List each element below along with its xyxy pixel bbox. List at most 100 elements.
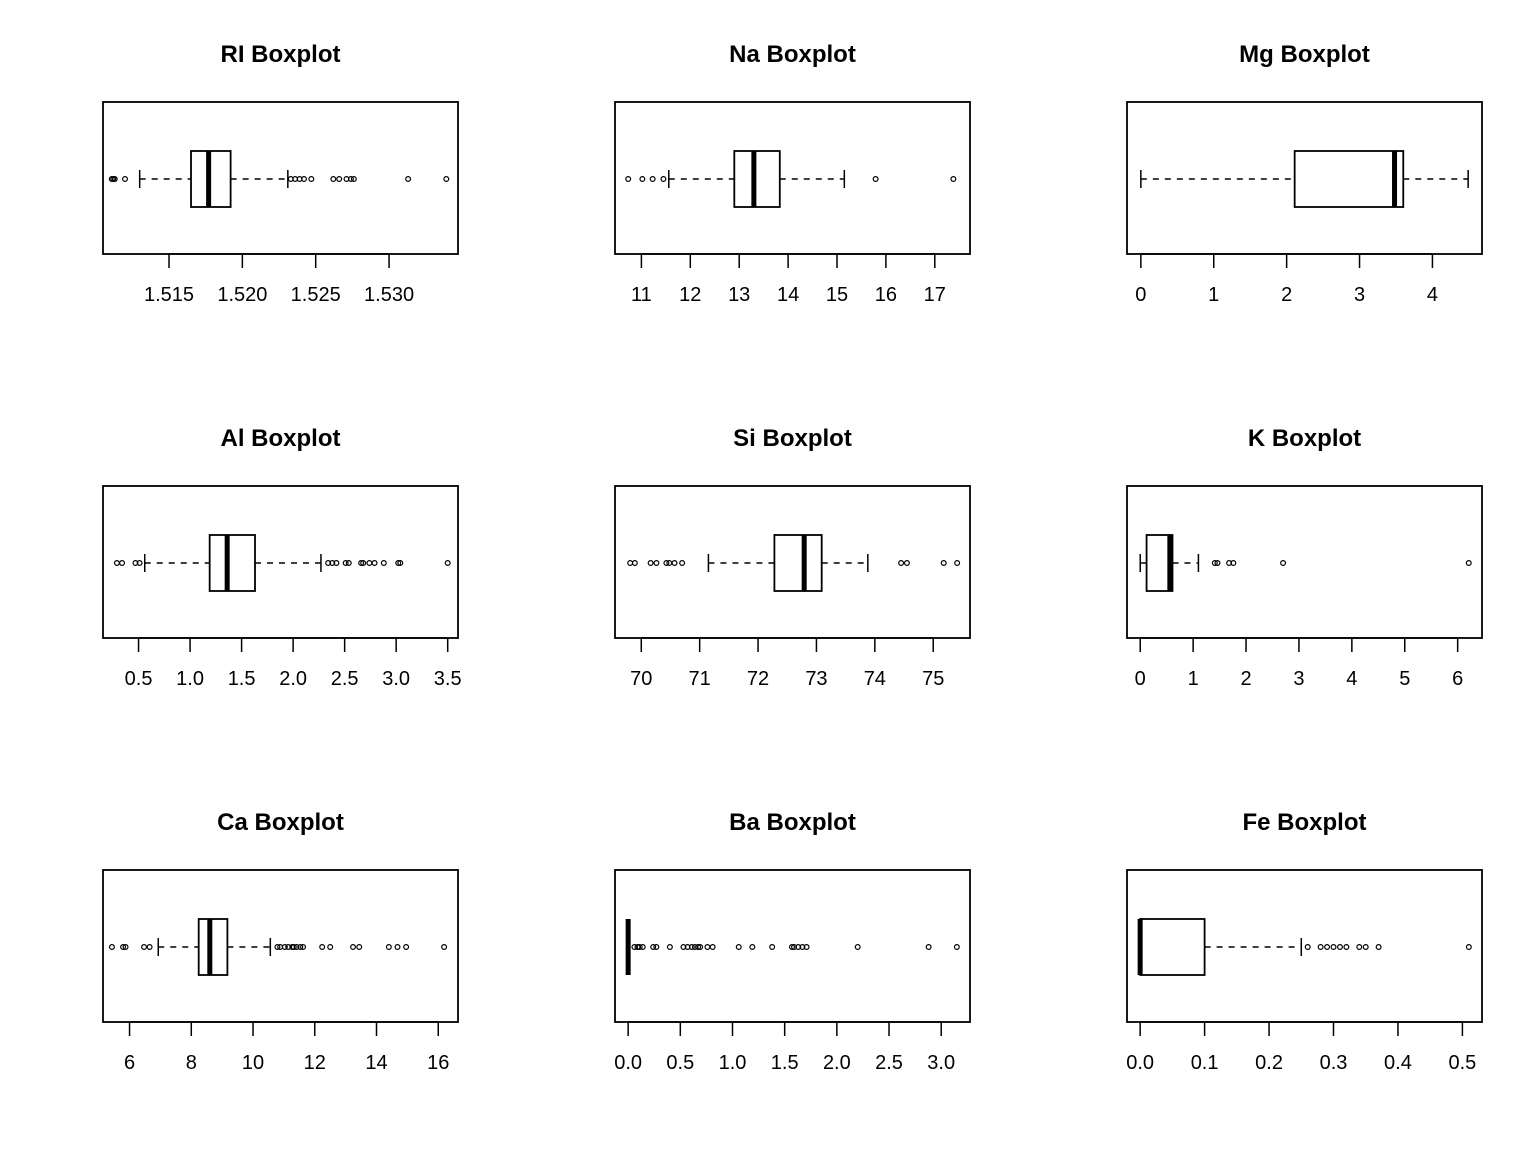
x-tick-label: 1.525	[291, 284, 341, 306]
outlier-point	[799, 943, 806, 950]
x-tick-label: 2.0	[823, 1052, 851, 1074]
outlier-point	[854, 943, 861, 950]
outlier-point	[769, 943, 776, 950]
iqr-box	[773, 534, 823, 592]
outlier-point	[358, 559, 365, 566]
outlier-point	[1280, 559, 1287, 566]
outlier-point	[1465, 559, 1472, 566]
x-tick-label: 0.0	[1126, 1052, 1154, 1074]
outlier-point	[330, 176, 337, 183]
outlier-point	[1465, 943, 1472, 950]
outlier-point	[350, 176, 357, 183]
outlier-point	[360, 559, 367, 566]
outlier-point	[636, 943, 643, 950]
x-tick-label: 3.5	[434, 668, 462, 690]
outlier-point	[122, 176, 129, 183]
outlier-point	[394, 943, 401, 950]
x-tick-label: 2.0	[279, 668, 307, 690]
boxplot-panel-2: Mg Boxplot 0 1 2 3 4	[1126, 41, 1483, 306]
outlier-point	[1211, 559, 1218, 566]
x-tick-label: 2	[1240, 668, 1251, 690]
outlier-point	[749, 943, 756, 950]
x-tick-label: 75	[922, 668, 944, 690]
boxplot-panel-1: Na Boxplot 11 12 13 14 15 16 17	[614, 41, 971, 306]
x-tick-label: 1.520	[217, 284, 267, 306]
outlier-point	[735, 943, 742, 950]
x-tick-label: 16	[875, 284, 897, 306]
x-tick-label: 12	[304, 1052, 326, 1074]
outlier-point	[1336, 943, 1343, 950]
x-tick-label: 74	[864, 668, 886, 690]
x-tick-label: 0.2	[1255, 1052, 1283, 1074]
x-tick-label: 14	[365, 1052, 387, 1074]
outlier-point	[625, 176, 632, 183]
outlier-point	[639, 176, 646, 183]
outlier-point	[704, 943, 711, 950]
outlier-point	[1330, 943, 1337, 950]
x-tick-label: 0.4	[1384, 1052, 1412, 1074]
outlier-point	[953, 943, 960, 950]
x-tick-label: 0.0	[614, 1052, 642, 1074]
outlier-point	[1375, 943, 1382, 950]
outlier-point	[872, 176, 879, 183]
outlier-point	[132, 559, 139, 566]
x-tick-label: 72	[747, 668, 769, 690]
x-tick-label: 0	[1135, 668, 1146, 690]
x-tick-label: 17	[924, 284, 946, 306]
x-tick-label: 0	[1135, 284, 1146, 306]
plot-frame	[102, 869, 459, 1023]
x-tick-label: 1.530	[364, 284, 414, 306]
outlier-point	[649, 176, 656, 183]
chart-title: Mg Boxplot	[1239, 41, 1370, 68]
x-tick-label: 4	[1427, 284, 1438, 306]
boxplot-panel-5: K Boxplot 0 1 2 3 4 5 6	[1126, 425, 1483, 690]
x-tick-label: 3	[1354, 284, 1365, 306]
x-tick-label: 3	[1293, 668, 1304, 690]
outlier-point	[345, 559, 352, 566]
x-tick-label: 2.5	[331, 668, 359, 690]
x-tick-label: 3.0	[382, 668, 410, 690]
outlier-point	[950, 176, 957, 183]
outlier-point	[443, 176, 450, 183]
x-tick-label: 71	[689, 668, 711, 690]
plot-frame	[102, 101, 459, 255]
outlier-point	[333, 559, 340, 566]
x-tick-label: 0.5	[1449, 1052, 1477, 1074]
outlier-point	[285, 943, 292, 950]
iqr-box	[197, 918, 229, 976]
outlier-point	[327, 943, 334, 950]
outlier-point	[684, 943, 691, 950]
outlier-point	[136, 559, 143, 566]
boxplot-panel-6: Ca Boxplot 6 8 10 12 14 16	[102, 809, 459, 1074]
x-tick-label: 8	[186, 1052, 197, 1074]
outlier-point	[639, 943, 646, 950]
outlier-point	[290, 943, 297, 950]
x-tick-label: 2.5	[875, 1052, 903, 1074]
outlier-point	[631, 559, 638, 566]
x-tick-label: 0.5	[666, 1052, 694, 1074]
x-tick-label: 12	[679, 284, 701, 306]
outlier-point	[397, 559, 404, 566]
iqr-box	[733, 150, 781, 208]
outlier-point	[925, 943, 932, 950]
outlier-point	[650, 943, 657, 950]
x-tick-label: 10	[242, 1052, 264, 1074]
outlier-point	[308, 176, 315, 183]
outlier-point	[1362, 943, 1369, 950]
x-tick-label: 1.0	[719, 1052, 747, 1074]
outlier-point	[688, 943, 695, 950]
outlier-point	[803, 943, 810, 950]
outlier-point	[666, 943, 673, 950]
chart-title: Si Boxplot	[733, 425, 852, 452]
iqr-box	[208, 534, 256, 592]
boxplot-panel-7: Ba Boxplot 0.0 0.5 1.0 1.5 2.0 2.5 3.0	[614, 809, 971, 1074]
x-tick-label: 2	[1281, 284, 1292, 306]
boxplot-panel-3: Al Boxplot 0.5 1.0 1.5 2.0 2.5 3.0 3.5	[102, 425, 462, 690]
x-tick-label: 13	[728, 284, 750, 306]
outlier-point	[120, 943, 127, 950]
outlier-point	[350, 943, 357, 950]
outlier-point	[281, 943, 288, 950]
outlier-point	[141, 943, 148, 950]
outlier-point	[405, 176, 412, 183]
